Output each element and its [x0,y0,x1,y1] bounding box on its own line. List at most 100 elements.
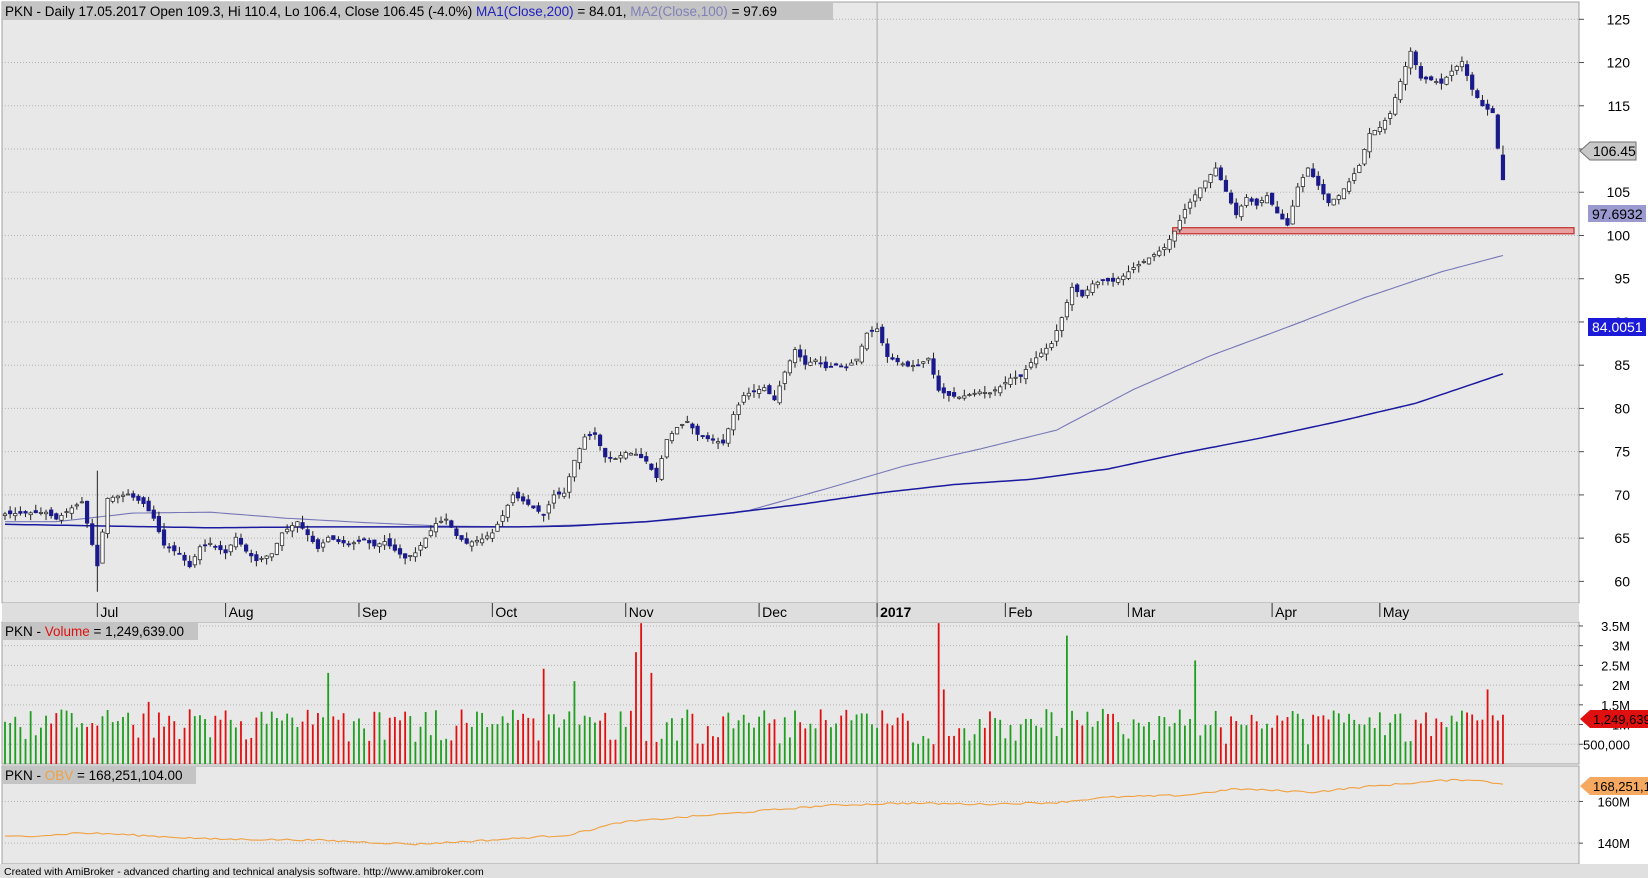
volume-bar [681,718,684,764]
volume-bar [460,709,463,764]
candle-body [1270,192,1275,205]
candle-body [351,542,356,545]
volume-bar [1122,734,1125,764]
volume-bar [1466,712,1468,764]
candle-body [238,537,244,545]
obv-pane-background [1,765,1580,865]
volume-bar [116,721,119,764]
candle-body [690,423,695,429]
volume-bar [1019,724,1022,764]
candle-body [408,555,413,557]
volume-bar [865,713,868,764]
volume-bar [937,623,940,764]
volume-bar [1271,727,1274,764]
volume-bar [301,721,304,764]
volume-bar [1194,660,1197,764]
volume-bar [599,720,601,764]
candle-body [1264,195,1270,204]
candle-body [1429,76,1434,81]
volume-bar [1476,720,1479,764]
candle-body [413,552,418,558]
candle-body [1331,198,1336,206]
price-tick-label: 115 [1608,98,1631,114]
volume-bar [1245,725,1248,764]
volume-bar [281,720,283,764]
volume-bar [250,737,253,764]
candle-body [1080,289,1085,297]
volume-bar [255,717,258,764]
candle-body [315,539,321,549]
volume-bar [1086,711,1089,764]
candle-body [131,493,136,498]
candle-body [1208,174,1213,184]
volume-bar [553,714,555,764]
candle-body [479,538,485,544]
volume-bar [275,717,278,764]
candle-body [705,435,710,440]
candle-body [1475,90,1480,98]
volume-bar [1178,709,1181,764]
volume-bar [1496,720,1499,764]
candle-body [433,523,439,533]
price-tick-label: 125 [1607,11,1631,27]
candle-body [592,432,598,435]
volume-bar [968,740,971,764]
candle-body [1203,180,1208,189]
candle-body [818,362,823,365]
price-tick-label: 75 [1614,444,1630,460]
candle-body [633,453,639,456]
volume-bar [855,714,858,764]
volume-bar [619,711,622,764]
candle-body [921,361,926,364]
candle-body [156,516,161,533]
volume-bar [1363,724,1366,764]
candle-body [459,535,464,540]
candle-body [685,421,690,423]
candle-body [828,365,834,368]
candle-body [1177,219,1182,231]
volume-bar [506,722,509,764]
volume-bar [686,709,689,764]
volume-bar [424,712,427,764]
volume-bar [465,722,468,764]
candle-body [1234,202,1239,216]
volume-bar [1307,744,1309,764]
volume-bar [922,735,925,764]
candle-body [1003,382,1008,385]
volume-bar [383,739,386,764]
candle-body [341,540,346,544]
volume-bar [286,713,289,764]
candle-body [1110,277,1116,282]
candle-body [28,512,33,516]
date-tick-label: May [1383,604,1409,620]
volume-tick-label: 2.5M [1601,658,1630,673]
volume-bar [1230,716,1232,764]
volume-bar [1450,715,1453,764]
candle-body [715,441,721,444]
ma2-value: 97.6932 [1592,206,1643,222]
volume-bar [896,717,899,764]
volume-bar [1112,713,1114,764]
candle-body [438,520,444,523]
candle-body [613,458,618,460]
volume-bar [948,735,950,764]
volume-bar [70,713,73,764]
candle-body [777,385,782,404]
candle-body [541,513,546,516]
candle-body [772,395,777,401]
volume-bar [260,711,263,764]
candle-body [228,544,233,553]
volume-bar [291,717,294,764]
candle-body [1444,76,1449,85]
volume-bar [999,719,1002,764]
candle-body [526,499,531,505]
volume-bar [1173,722,1176,764]
candle-body [392,544,397,551]
volume-bar [1142,726,1145,764]
candle-body [397,548,403,555]
volume-bar [871,724,873,764]
date-tick-label: Oct [495,604,517,620]
candle-body [674,427,680,435]
candle-body [361,538,367,541]
